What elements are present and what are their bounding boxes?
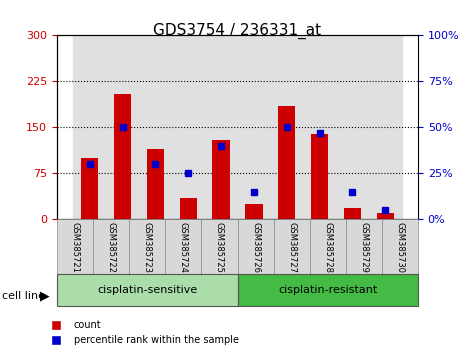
Bar	[311, 133, 328, 219]
Bar	[245, 204, 263, 219]
Bar	[303, 35, 336, 219]
Bar	[238, 35, 270, 219]
Bar	[180, 198, 197, 219]
Bar	[147, 149, 164, 219]
Text: ▶: ▶	[40, 290, 50, 303]
Bar	[172, 35, 205, 219]
FancyBboxPatch shape	[201, 219, 238, 276]
Text: GSM385730: GSM385730	[396, 222, 404, 273]
Bar	[74, 35, 106, 219]
Text: GSM385729: GSM385729	[360, 222, 368, 273]
Bar	[344, 209, 361, 219]
Bar	[369, 35, 401, 219]
FancyBboxPatch shape	[238, 274, 418, 306]
FancyBboxPatch shape	[346, 219, 382, 276]
Text: cisplatin-resistant: cisplatin-resistant	[278, 285, 377, 295]
FancyBboxPatch shape	[93, 219, 129, 276]
Text: GSM385722: GSM385722	[107, 222, 115, 273]
Legend: count, percentile rank within the sample: count, percentile rank within the sample	[43, 316, 243, 349]
Bar	[212, 140, 230, 219]
Bar	[139, 35, 172, 219]
FancyBboxPatch shape	[238, 219, 274, 276]
Text: GSM385727: GSM385727	[287, 222, 296, 273]
Bar	[81, 158, 98, 219]
FancyBboxPatch shape	[310, 219, 346, 276]
Text: GSM385723: GSM385723	[143, 222, 152, 273]
FancyBboxPatch shape	[165, 219, 201, 276]
Text: GSM385724: GSM385724	[179, 222, 188, 273]
Bar	[278, 106, 295, 219]
Text: cell line: cell line	[2, 291, 46, 301]
FancyBboxPatch shape	[57, 219, 93, 276]
Bar	[270, 35, 303, 219]
FancyBboxPatch shape	[382, 219, 418, 276]
Text: GSM385725: GSM385725	[215, 222, 224, 273]
FancyBboxPatch shape	[57, 274, 238, 306]
FancyBboxPatch shape	[129, 219, 165, 276]
Text: GSM385721: GSM385721	[71, 222, 79, 273]
Bar	[106, 35, 139, 219]
FancyBboxPatch shape	[274, 219, 310, 276]
Text: cisplatin-sensitive: cisplatin-sensitive	[97, 285, 198, 295]
Bar	[336, 35, 369, 219]
Text: GSM385728: GSM385728	[323, 222, 332, 273]
Text: GSM385726: GSM385726	[251, 222, 260, 273]
Bar	[114, 94, 131, 219]
Bar	[377, 213, 394, 219]
Text: GDS3754 / 236331_at: GDS3754 / 236331_at	[153, 23, 322, 39]
Bar	[205, 35, 238, 219]
